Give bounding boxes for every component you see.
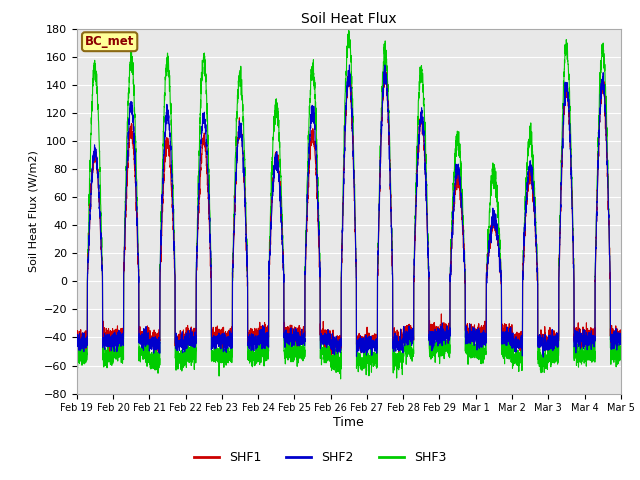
Y-axis label: Soil Heat Flux (W/m2): Soil Heat Flux (W/m2): [28, 150, 38, 272]
Text: BC_met: BC_met: [85, 35, 134, 48]
Title: Soil Heat Flux: Soil Heat Flux: [301, 12, 397, 26]
X-axis label: Time: Time: [333, 416, 364, 429]
Legend: SHF1, SHF2, SHF3: SHF1, SHF2, SHF3: [189, 446, 451, 469]
